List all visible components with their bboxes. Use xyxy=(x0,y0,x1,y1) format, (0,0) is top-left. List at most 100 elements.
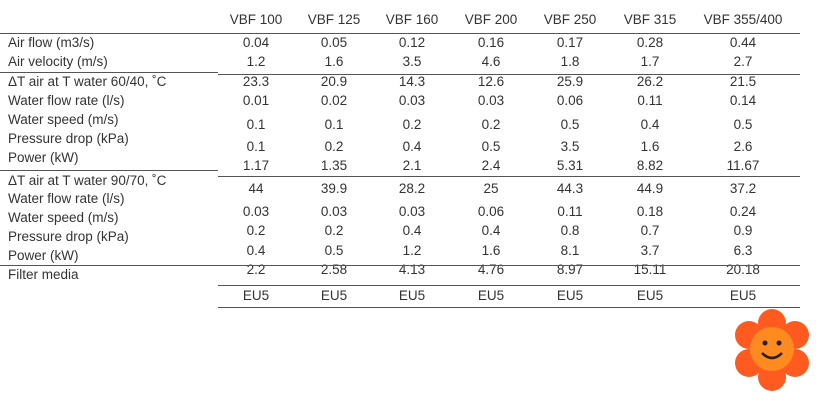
cell: 0.2 xyxy=(324,223,344,238)
cell: 4.6 xyxy=(481,54,501,69)
cell: 26.2 xyxy=(636,74,664,89)
cell: 0.2 xyxy=(324,139,344,154)
flower-icon xyxy=(735,309,809,391)
cell: 0.02 xyxy=(320,93,348,108)
cell: 0.12 xyxy=(398,35,426,50)
row-label: ΔT air at T water 90/70, ˚C xyxy=(8,173,167,188)
cell: 8.1 xyxy=(560,243,580,258)
cell: 14.3 xyxy=(398,74,426,89)
row-label: Water flow rate (l/s) xyxy=(8,191,125,206)
column-header: VBF 355/400 xyxy=(703,12,783,27)
cell: 0.04 xyxy=(242,35,270,50)
rule-line xyxy=(0,72,218,73)
column-header: VBF 100 xyxy=(229,12,283,27)
cell: 1.6 xyxy=(640,139,660,154)
cell: 0.03 xyxy=(477,93,505,108)
cell: 11.67 xyxy=(726,158,760,173)
column-header: VBF 160 xyxy=(385,12,439,27)
cell: 0.18 xyxy=(636,204,664,219)
cell: 0.06 xyxy=(556,93,584,108)
cell: 8.82 xyxy=(636,158,664,173)
row-label: Pressure drop (kPa) xyxy=(8,131,129,146)
cell: EU5 xyxy=(320,288,348,303)
cell: 0.8 xyxy=(560,223,580,238)
cell: EU5 xyxy=(477,288,505,303)
cell: 0.01 xyxy=(242,93,270,108)
row-label: Power (kW) xyxy=(8,150,79,165)
rule-line xyxy=(218,307,800,308)
cell: 12.6 xyxy=(477,74,505,89)
cell: 1.35 xyxy=(320,158,348,173)
cell: 0.5 xyxy=(733,117,753,132)
cell: 0.4 xyxy=(246,243,266,258)
cell: EU5 xyxy=(556,288,584,303)
cell: 0.9 xyxy=(733,223,753,238)
cell: 20.9 xyxy=(320,74,348,89)
row-label: Filter media xyxy=(8,267,79,282)
rule-line xyxy=(218,74,800,75)
rule-line xyxy=(0,33,800,34)
cell: EU5 xyxy=(636,288,664,303)
cell: 0.7 xyxy=(640,223,660,238)
cell: 44 xyxy=(248,181,264,196)
rule-line xyxy=(218,176,800,177)
cell: 0.4 xyxy=(402,223,422,238)
cell: EU5 xyxy=(729,288,757,303)
cell: 0.06 xyxy=(477,204,505,219)
cell: 1.2 xyxy=(402,243,422,258)
cell: 1.2 xyxy=(246,54,266,69)
cell: 0.4 xyxy=(402,139,422,154)
rule-line xyxy=(0,265,800,266)
row-label: Water flow rate (l/s) xyxy=(8,93,125,108)
cell: 25.9 xyxy=(556,74,584,89)
cell: 0.03 xyxy=(398,93,426,108)
column-header: VBF 315 xyxy=(623,12,677,27)
cell: 2.4 xyxy=(481,158,501,173)
cell: 0.11 xyxy=(557,204,583,219)
cell: 0.5 xyxy=(481,139,501,154)
row-label: Air flow (m3/s) xyxy=(8,35,95,50)
cell: 0.28 xyxy=(636,35,664,50)
cell: 5.31 xyxy=(556,158,584,173)
cell: 0.03 xyxy=(320,204,348,219)
row-label: Air velocity (m/s) xyxy=(8,54,108,69)
column-header: VBF 250 xyxy=(543,12,597,27)
cell: 2.6 xyxy=(733,139,753,154)
cell: 6.3 xyxy=(733,243,753,258)
cell: 0.2 xyxy=(402,117,422,132)
cell: 0.4 xyxy=(640,117,660,132)
cell: 25 xyxy=(483,181,499,196)
cell: 0.5 xyxy=(324,243,344,258)
cell: 0.2 xyxy=(481,117,501,132)
cell: 37.2 xyxy=(729,181,757,196)
cell: 0.17 xyxy=(556,35,584,50)
cell: 0.5 xyxy=(560,117,580,132)
cell: 39.9 xyxy=(320,181,348,196)
cell: 28.2 xyxy=(398,181,426,196)
cell: 1.6 xyxy=(324,54,344,69)
cell: 3.5 xyxy=(560,139,580,154)
row-label: Pressure drop (kPa) xyxy=(8,229,129,244)
cell: 44.3 xyxy=(556,181,584,196)
cell: 2.1 xyxy=(402,158,422,173)
row-label: ΔT air at T water 60/40, ˚C xyxy=(8,74,167,89)
cell: EU5 xyxy=(242,288,270,303)
cell: 1.8 xyxy=(560,54,580,69)
cell: 23.3 xyxy=(242,74,270,89)
rule-line xyxy=(0,170,218,171)
row-label: Water speed (m/s) xyxy=(8,210,119,225)
rule-line xyxy=(218,285,800,286)
cell: 0.1 xyxy=(324,117,344,132)
column-header: VBF 200 xyxy=(464,12,518,27)
cell: 0.03 xyxy=(242,204,270,219)
cell: 0.4 xyxy=(481,223,501,238)
cell: 3.7 xyxy=(640,243,660,258)
cell: 2.7 xyxy=(733,54,753,69)
cell: 1.17 xyxy=(242,158,270,173)
cell: 0.44 xyxy=(729,35,757,50)
cell: 0.1 xyxy=(246,117,266,132)
cell: 0.1 xyxy=(246,139,266,154)
cell: 44.9 xyxy=(636,181,664,196)
cell: 1.6 xyxy=(481,243,501,258)
